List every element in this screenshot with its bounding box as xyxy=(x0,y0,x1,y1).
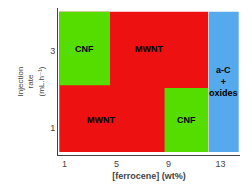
svg-text:CNF: CNF xyxy=(177,115,196,125)
svg-text:3: 3 xyxy=(50,46,55,56)
svg-text:CNF: CNF xyxy=(75,44,94,54)
svg-text:1: 1 xyxy=(50,123,55,133)
svg-text:13: 13 xyxy=(215,159,225,169)
svg-text:5: 5 xyxy=(114,159,119,169)
svg-text:MWNT: MWNT xyxy=(135,44,163,54)
svg-text:9: 9 xyxy=(166,159,171,169)
svg-text:Injectionrate(mL.h⁻¹): Injectionrate(mL.h⁻¹) xyxy=(16,66,46,96)
svg-text:a-C+oxides: a-C+oxides xyxy=(209,65,238,98)
svg-text:1: 1 xyxy=(62,159,67,169)
svg-text:MWNT: MWNT xyxy=(87,115,115,125)
svg-text:[ferrocene] (wt%): [ferrocene] (wt%) xyxy=(112,171,186,181)
